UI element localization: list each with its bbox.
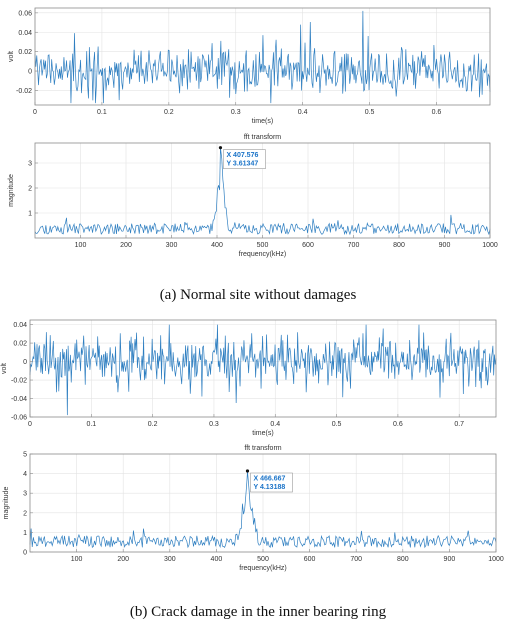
series-line-b-fft — [29, 470, 497, 549]
x-tick-label: 500 — [257, 556, 269, 563]
x-tick-label: 0.5 — [365, 109, 375, 116]
x-axis-label: frequency(kHz) — [239, 565, 286, 572]
chart-b-fft: 100 200 300 400 500 600 700 800 900 1000 0 1 2 3 4 5 fre… — [3, 445, 504, 572]
chart-title: fft transform — [244, 445, 281, 452]
datatip-y: Y 4.13188 — [253, 484, 285, 491]
datatip-marker — [245, 469, 250, 473]
y-tick-label: 4 — [23, 471, 27, 478]
datatip-x: X 466.667 — [253, 476, 285, 483]
x-tick-label: 0 — [33, 109, 37, 116]
y-axis-label: volt — [1, 363, 8, 374]
y-tick-label: -0.04 — [11, 396, 27, 403]
x-tick-label: 700 — [348, 242, 360, 249]
x-tick-label: 600 — [304, 556, 316, 563]
x-tick-label: 0.2 — [148, 421, 158, 428]
x-tick-label: 300 — [166, 242, 178, 249]
y-tick-label: 0 — [23, 359, 27, 366]
x-tick-label: 800 — [393, 242, 405, 249]
y-tick-label: 0 — [28, 69, 32, 76]
x-tick-label: 100 — [75, 242, 87, 249]
datatip-x: X 407.576 — [226, 152, 258, 159]
x-tick-label: 0.3 — [231, 109, 241, 116]
y-tick-label: -0.06 — [11, 415, 27, 422]
chart-a-fft: 100 200 300 400 500 600 700 800 900 1000 1 2 3 freque… — [8, 134, 498, 258]
y-axis-label: magnitude — [8, 174, 15, 207]
x-tick-label: 0.4 — [270, 421, 280, 428]
datatip-y: Y 3.61347 — [226, 161, 258, 168]
caption-a: (a) Normal site without damages — [160, 287, 357, 303]
y-axis-label: volt — [8, 51, 15, 62]
y-tick-label: -0.02 — [16, 88, 32, 95]
x-tick-label: 200 — [120, 242, 132, 249]
x-tick-label: 900 — [444, 556, 456, 563]
x-tick-label: 900 — [439, 242, 451, 249]
x-tick-label: 0.6 — [393, 421, 403, 428]
x-tick-label: 700 — [350, 556, 362, 563]
series-line-a-time — [34, 10, 491, 104]
y-tick-label: 0.04 — [13, 322, 27, 329]
datatip-marker — [218, 146, 223, 150]
y-tick-label: 2 — [23, 510, 27, 517]
x-axis-label: time(s) — [252, 430, 273, 437]
axes-frame — [34, 7, 491, 106]
y-tick-label: 0 — [23, 550, 27, 557]
y-tick-label: 1 — [23, 530, 27, 537]
y-tick-label: 0.06 — [18, 10, 32, 17]
x-tick-label: 600 — [302, 242, 314, 249]
x-tick-label: 400 — [211, 242, 223, 249]
series-line-a-fft — [34, 147, 491, 236]
y-tick-label: 3 — [28, 161, 32, 168]
x-tick-label: 200 — [117, 556, 129, 563]
x-tick-label: 0.5 — [332, 421, 342, 428]
x-tick-label: 1000 — [488, 556, 504, 563]
x-tick-label: 100 — [71, 556, 83, 563]
y-tick-label: -0.02 — [11, 378, 27, 385]
x-tick-label: 0.1 — [97, 109, 107, 116]
y-tick-label: 0.04 — [18, 30, 32, 37]
x-tick-label: 0.7 — [454, 421, 464, 428]
x-tick-label: 0.6 — [432, 109, 442, 116]
y-tick-label: 2 — [28, 186, 32, 193]
y-tick-label: 1 — [28, 211, 32, 218]
y-axis-label: magnitude — [3, 487, 10, 520]
y-tick-label: 5 — [23, 452, 27, 459]
chart-a-time: 0 0.1 0.2 0.3 0.4 0.5 0.6 -0.02 0 0.02 0.04 0.06 tim… — [8, 7, 491, 125]
y-tick-label: 0.02 — [13, 341, 27, 348]
chart-b-time: 0 0.1 0.2 0.3 0.4 0.5 0.6 0.7 -0.06 -0.04 -0.02 0 0.… — [1, 319, 497, 437]
datatip-box — [223, 149, 266, 169]
caption-b: (b) Crack damage in the inner bearing ri… — [130, 604, 387, 620]
series-line-b-time — [29, 324, 497, 416]
x-tick-label: 400 — [211, 556, 223, 563]
x-tick-label: 0 — [28, 421, 32, 428]
x-tick-label: 0.4 — [298, 109, 308, 116]
x-tick-label: 800 — [397, 556, 409, 563]
x-tick-label: 1000 — [482, 242, 498, 249]
x-tick-label: 0.2 — [164, 109, 174, 116]
axes-frame — [29, 319, 497, 418]
y-tick-label: 0.02 — [18, 49, 32, 56]
x-axis-label: frequency(kHz) — [239, 251, 286, 258]
x-axis-label: time(s) — [252, 118, 273, 125]
y-tick-label: 3 — [23, 491, 27, 498]
chart-title: fft transform — [244, 134, 281, 141]
x-tick-label: 500 — [257, 242, 269, 249]
datatip: X 407.576 Y 3.61347 — [223, 149, 266, 169]
x-tick-label: 0.1 — [86, 421, 96, 428]
datatip-box — [250, 472, 293, 493]
x-tick-label: 0.3 — [209, 421, 219, 428]
x-tick-label: 300 — [164, 556, 176, 563]
